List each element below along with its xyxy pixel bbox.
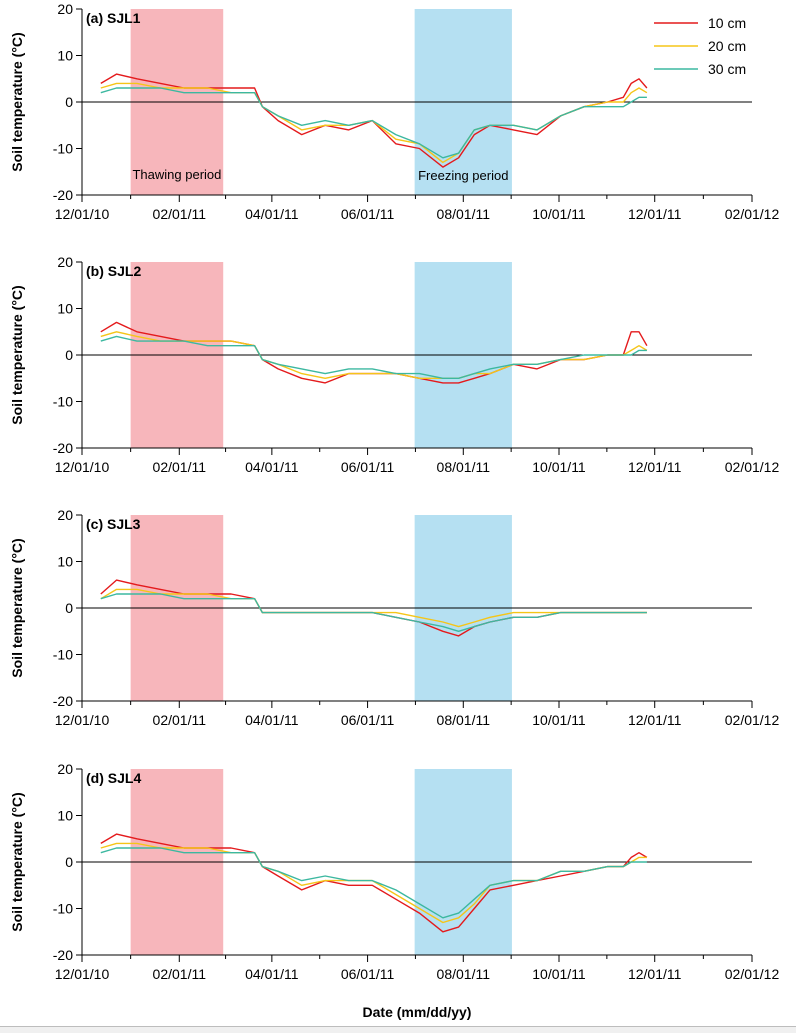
y-tick-label: -20	[53, 693, 73, 709]
series-line-30-cm	[100, 593, 647, 632]
y-tick-label: 10	[57, 48, 73, 64]
y-tick-label: 10	[57, 554, 73, 570]
y-tick-label: -10	[53, 647, 73, 663]
x-tick-label: 12/01/10	[55, 966, 110, 982]
y-tick-label: 0	[65, 347, 73, 363]
x-tick-label: 08/01/11	[437, 459, 491, 475]
legend: 10 cm 20 cm 30 cm	[654, 15, 746, 77]
legend-label-20-cm: 20 cm	[708, 38, 746, 54]
y-tick-label: -10	[53, 141, 73, 157]
series-line-30-cm	[100, 335, 647, 379]
y-tick-label: 20	[57, 507, 73, 523]
y-axis-title: Soil temperature (°C)	[9, 285, 25, 424]
y-tick-label: 20	[57, 254, 73, 270]
x-tick-label: 02/01/11	[153, 206, 207, 222]
legend-label-10-cm: 10 cm	[708, 15, 746, 31]
y-tick-label: -20	[53, 440, 73, 456]
y-tick-label: 0	[65, 600, 73, 616]
y-tick-label: 10	[57, 301, 73, 317]
x-tick-label: 08/01/11	[437, 966, 491, 982]
panel-title: (b) SJL2	[86, 263, 141, 279]
x-tick-label: 12/01/10	[55, 459, 110, 475]
y-tick-label: 20	[57, 761, 73, 777]
x-tick-label: 08/01/11	[437, 206, 491, 222]
panel-b-sjl2: -20 -10 0 10 20 12/01/10 02/01/11 04/01/11 06/01…	[9, 254, 779, 475]
x-tick-label: 12/01/10	[55, 206, 110, 222]
panel-c-sjl3: -20 -10 0 10 20 12/01/10 02/01/11 04/01/11 06/01…	[9, 507, 779, 728]
x-tick-label: 12/01/11	[628, 966, 682, 982]
freezing-period-label: Freezing period	[418, 168, 508, 183]
panel-title: (d) SJL4	[86, 770, 141, 786]
x-tick-label: 02/01/12	[725, 712, 780, 728]
x-axis-title: Date (mm/dd/yy)	[363, 1004, 472, 1020]
y-tick-label: 20	[57, 1, 73, 17]
x-tick-label: 08/01/11	[437, 712, 491, 728]
y-axis-title: Soil temperature (°C)	[9, 32, 25, 171]
bottom-strip	[0, 1026, 796, 1033]
x-tick-label: 02/01/12	[725, 459, 780, 475]
x-tick-label: 04/01/11	[245, 459, 299, 475]
y-tick-label: 0	[65, 94, 73, 110]
series-line-20-cm	[100, 82, 648, 164]
y-axis-title: Soil temperature (°C)	[9, 538, 25, 677]
y-tick-label: -10	[53, 394, 73, 410]
x-tick-label: 12/01/11	[628, 712, 682, 728]
series-line-30-cm	[100, 87, 647, 159]
panel-d-sjl4: -20 -10 0 10 20 12/01/10 02/01/11 04/01/11 06/01…	[9, 761, 779, 982]
x-tick-label: 02/01/12	[725, 966, 780, 982]
x-tick-label: 10/01/11	[532, 459, 586, 475]
y-tick-label: 10	[57, 808, 73, 824]
x-tick-label: 12/01/11	[628, 459, 682, 475]
x-tick-label: 04/01/11	[245, 712, 299, 728]
x-tick-label: 06/01/11	[341, 712, 395, 728]
y-tick-label: -20	[53, 947, 73, 963]
series-line-30-cm	[100, 847, 647, 919]
x-tick-label: 12/01/11	[628, 206, 682, 222]
thawing-period-label: Thawing period	[132, 167, 221, 182]
x-tick-label: 02/01/11	[153, 966, 207, 982]
x-tick-label: 04/01/11	[245, 206, 299, 222]
x-tick-label: 06/01/11	[341, 966, 395, 982]
legend-label-30-cm: 30 cm	[708, 61, 746, 77]
x-tick-label: 10/01/11	[532, 712, 586, 728]
panel-title: (a) SJL1	[86, 10, 141, 26]
panel-title: (c) SJL3	[86, 516, 141, 532]
y-tick-label: -10	[53, 901, 73, 917]
y-axis-title: Soil temperature (°C)	[9, 792, 25, 931]
x-tick-label: 06/01/11	[341, 459, 395, 475]
x-tick-label: 02/01/11	[153, 459, 207, 475]
panel-a-sjl1: -20 -10 0 10 20 12/01/10 02/01/11 04/01/11 06/01…	[9, 1, 779, 222]
x-tick-label: 06/01/11	[341, 206, 395, 222]
x-tick-label: 12/01/10	[55, 712, 110, 728]
x-tick-label: 02/01/11	[153, 712, 207, 728]
y-tick-label: -20	[53, 187, 73, 203]
x-tick-label: 10/01/11	[532, 206, 586, 222]
y-tick-label: 0	[65, 854, 73, 870]
x-tick-label: 02/01/12	[725, 206, 780, 222]
x-tick-label: 04/01/11	[245, 966, 299, 982]
x-tick-label: 10/01/11	[532, 966, 586, 982]
